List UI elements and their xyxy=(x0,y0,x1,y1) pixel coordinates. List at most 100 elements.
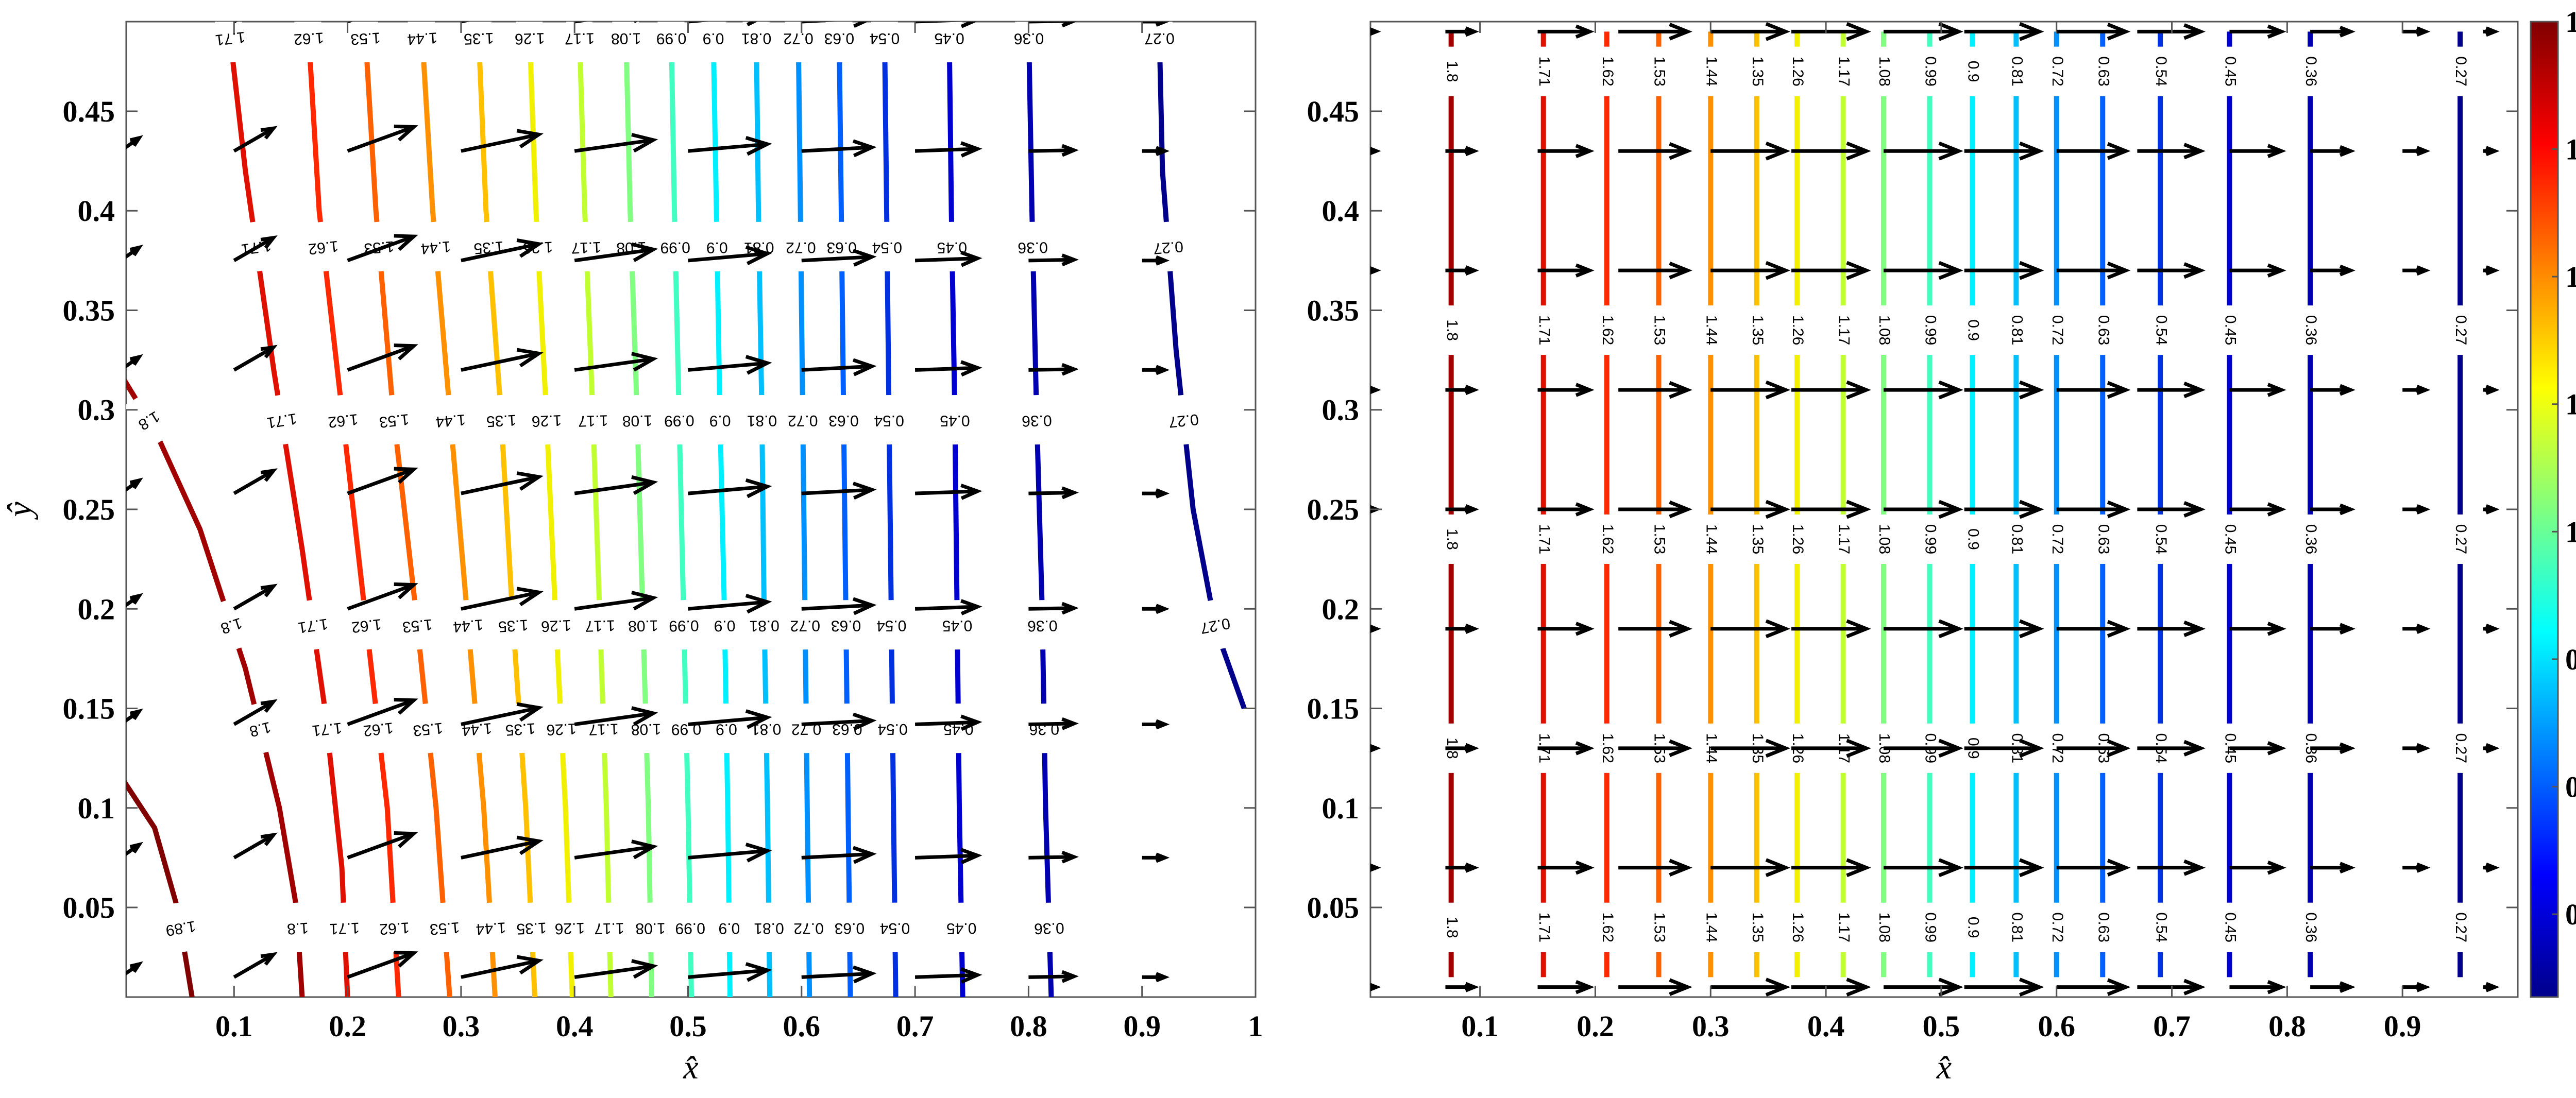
vector-arrow-head xyxy=(1370,983,1381,991)
x-tick-label: 1 xyxy=(1248,1009,1263,1043)
vector-arrow-head xyxy=(634,22,638,24)
contour-label-bg xyxy=(1438,305,1464,355)
contour-label-1.08: 1.08 xyxy=(1876,56,1893,86)
contour-label-0.27: 0.27 xyxy=(1168,410,1200,431)
y-tick-label: 0.4 xyxy=(78,194,115,228)
contour-label-bg xyxy=(1023,394,1051,445)
contour-label-0.36: 0.36 xyxy=(2302,913,2319,942)
contour-label-1.35: 1.35 xyxy=(1749,913,1766,942)
contour-label-1.26: 1.26 xyxy=(554,919,585,937)
contour-label-bg xyxy=(2217,514,2242,564)
vector-arrow-head xyxy=(1669,739,1692,758)
x-tick-label: 0.4 xyxy=(1807,1009,1845,1043)
contour-label-bg xyxy=(476,902,506,953)
vector-arrow-shaft xyxy=(461,132,539,153)
vector-arrow-head xyxy=(1765,858,1791,878)
contour-label-bg xyxy=(1646,902,1671,952)
vector-arrow-head xyxy=(2107,739,2131,758)
contour-label-bg xyxy=(1831,902,1856,952)
contour-label-bg xyxy=(795,902,823,953)
vector-arrow-head xyxy=(1370,266,1381,275)
vector-arrow-head xyxy=(2107,500,2131,519)
contour-label-bg xyxy=(881,902,909,953)
contour-label-bg xyxy=(1197,598,1233,652)
vector-arrow-head xyxy=(1846,619,1871,639)
contour-label-bg xyxy=(2004,902,2029,952)
contour-label-0.54: 0.54 xyxy=(880,919,910,937)
contour-label-bg xyxy=(612,22,640,63)
vector-arrow-head xyxy=(2339,742,2355,754)
vector-arrow-head xyxy=(1938,858,1963,878)
contour-label-bg xyxy=(2004,46,2029,96)
contour-label-1.71: 1.71 xyxy=(1536,524,1553,554)
contour-label-1.8: 1.8 xyxy=(1444,319,1461,341)
contour-label-0.99: 0.99 xyxy=(1922,524,1939,554)
contour-label-0.36: 0.36 xyxy=(2302,315,2319,345)
contour-label-bg xyxy=(1028,599,1057,650)
contour-label-1.08: 1.08 xyxy=(1876,315,1893,345)
contour-label-bg xyxy=(661,221,689,272)
vector-arrow-head xyxy=(745,962,772,982)
vector-arrow-head xyxy=(745,355,772,375)
x-tick-label: 0.8 xyxy=(2268,1009,2306,1043)
vector-arrow-head xyxy=(516,955,544,975)
contour-label-bg xyxy=(547,702,577,754)
vector-arrow-head xyxy=(2183,501,2206,518)
contour-label-bg xyxy=(670,599,698,650)
vector-arrow-head xyxy=(960,967,982,984)
contour-label-0.45: 0.45 xyxy=(934,30,964,47)
contour-label-bg xyxy=(745,221,773,272)
contour-label-0.45: 0.45 xyxy=(940,412,970,430)
vector-arrow-head xyxy=(260,468,278,482)
contour-label-bg xyxy=(498,599,529,650)
contour-label-bg xyxy=(401,598,433,651)
vector-arrow-head xyxy=(631,839,658,860)
vector-arrow-head xyxy=(2267,383,2286,397)
contour-label-bg xyxy=(1871,514,1896,564)
contour-label-bg xyxy=(2044,305,2069,355)
vector-arrow-head xyxy=(1765,977,1791,997)
contour-label-1.53: 1.53 xyxy=(1651,524,1668,554)
vector-arrow-head xyxy=(2107,381,2131,399)
contour-label-bg xyxy=(464,22,494,63)
vector-arrow-shaft xyxy=(574,481,654,495)
vector-arrow-head xyxy=(2019,380,2044,400)
contour-label-0.27: 0.27 xyxy=(2452,315,2469,345)
vector-arrow-shaft xyxy=(347,583,415,611)
y-tick-label: 0.25 xyxy=(63,493,115,526)
contour-label-bg xyxy=(586,599,615,650)
contour-label-1.62: 1.62 xyxy=(1599,524,1616,554)
contour-label-0.63: 0.63 xyxy=(2095,315,2112,345)
contour-label-1.44: 1.44 xyxy=(476,919,506,937)
contour-label-bg xyxy=(878,703,907,753)
vector-arrow-head xyxy=(2416,862,2431,873)
x-tick-label: 0.5 xyxy=(669,1009,707,1043)
vector-arrow-shaft xyxy=(347,951,415,979)
contour-label-bg xyxy=(461,702,493,754)
contour-label-1.62: 1.62 xyxy=(327,410,359,431)
contour-label-1.8: 1.8 xyxy=(1444,917,1461,938)
vector-arrow-shaft xyxy=(801,145,872,153)
vector-arrow-shaft xyxy=(574,138,654,153)
vector-arrow-head xyxy=(2107,23,2131,41)
vector-arrow-head xyxy=(2339,264,2355,277)
contour-label-0.81: 0.81 xyxy=(741,30,772,47)
vector-arrow-head xyxy=(2019,739,2044,758)
x-tick-label: 0.6 xyxy=(783,1009,821,1043)
contour-label-1.26: 1.26 xyxy=(1789,56,1806,86)
vector-arrow-head xyxy=(1465,265,1479,276)
vector-arrow-head xyxy=(2267,980,2286,994)
contour-label-bg xyxy=(657,22,685,63)
x-tick-label: 0.1 xyxy=(215,1009,253,1043)
contour-label-0.72: 0.72 xyxy=(2049,56,2066,86)
contour-label-bg xyxy=(2004,514,2029,564)
contour-line-1.89 xyxy=(126,780,195,997)
contour-label-bg xyxy=(163,901,198,954)
colorbar-tick-label: 0.6 xyxy=(2565,770,2576,803)
contour-label-bg xyxy=(307,220,340,273)
vector-arrow-head xyxy=(260,832,278,846)
vector-arrow-head xyxy=(1465,862,1479,873)
vector-arrow-head xyxy=(1061,22,1077,28)
contour-label-bg xyxy=(595,902,623,953)
vector-arrow-shaft xyxy=(574,964,654,979)
